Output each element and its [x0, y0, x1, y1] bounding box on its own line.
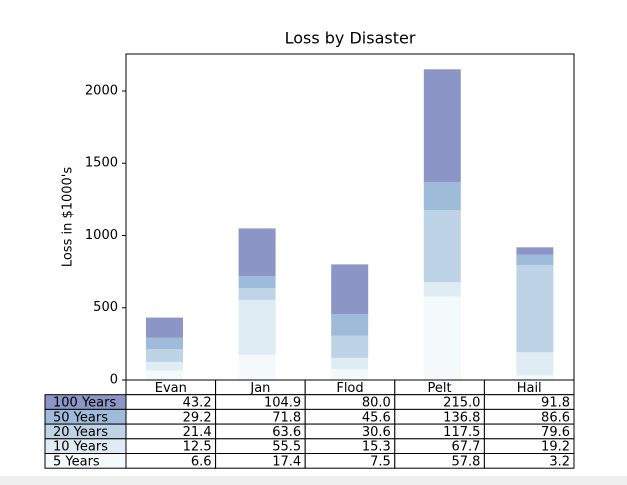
- y-tick-label: 500: [93, 300, 118, 315]
- chart-title: Loss by Disaster: [285, 29, 416, 48]
- table-row-label: 20 Years: [53, 425, 108, 440]
- bar-segment: [516, 352, 554, 376]
- table-cell-text: 63.6: [272, 425, 301, 440]
- table-cell-text: 91.8: [541, 396, 570, 411]
- bar-segment: [238, 288, 276, 300]
- bar-segment: [331, 357, 369, 370]
- table-cell-text: 55.5: [272, 440, 301, 455]
- table-header: Evan: [155, 381, 187, 396]
- table-row-label: 10 Years: [53, 440, 108, 455]
- table-cell-text: 104.9: [264, 396, 301, 411]
- y-tick-label: 1500: [85, 156, 118, 171]
- bar-segment: [331, 264, 369, 315]
- bar-segment: [423, 210, 461, 283]
- table-cell-text: 45.6: [362, 410, 391, 425]
- table-cell-text: 86.6: [541, 410, 570, 425]
- y-tick-label: 2000: [85, 83, 118, 98]
- table-cell-text: 21.4: [183, 425, 212, 440]
- bar-segment: [516, 254, 554, 265]
- table-cell-text: 17.4: [272, 454, 301, 469]
- bar-segment: [331, 314, 369, 336]
- bar-segment: [238, 228, 276, 277]
- y-tick-label: 1000: [85, 228, 118, 243]
- table-header: Pelt: [428, 381, 452, 396]
- bar-segment: [238, 354, 276, 380]
- bar-segment: [423, 69, 461, 183]
- y-axis-label: Loss in $1000's: [61, 167, 76, 268]
- table-cell-text: 29.2: [183, 410, 212, 425]
- table-cell-text: 30.6: [362, 425, 391, 440]
- table-cell: [483, 453, 575, 469]
- bar-segment: [423, 182, 461, 211]
- table-cell-text: 7.5: [370, 454, 391, 469]
- bar-segment: [145, 370, 183, 380]
- bar-segment: [145, 349, 183, 362]
- bar-segment: [516, 375, 554, 380]
- table-row-label: 100 Years: [53, 396, 116, 411]
- table-cell-text: 117.5: [443, 425, 480, 440]
- table-cell-text: 15.3: [362, 440, 391, 455]
- bar-segment: [423, 296, 461, 380]
- table-header: Hail: [517, 381, 542, 396]
- table-cell-text: 57.8: [451, 454, 480, 469]
- bar-segment: [423, 282, 461, 297]
- table-cell-text: 215.0: [443, 396, 480, 411]
- table-cell-text: 71.8: [272, 410, 301, 425]
- bar-segment: [516, 247, 554, 255]
- table-cell-text: 12.5: [183, 440, 212, 455]
- bar-segment: [238, 299, 276, 355]
- table-cell-text: 136.8: [443, 410, 480, 425]
- bar-segment: [238, 276, 276, 289]
- table-row-label: 5 Years: [53, 454, 100, 469]
- bar-segment: [331, 369, 369, 380]
- table-cell-text: 79.6: [541, 425, 570, 440]
- table-cell-text: 6.6: [191, 454, 212, 469]
- y-tick-label: 0: [110, 373, 118, 388]
- bar-segment: [145, 337, 183, 350]
- bar-segment: [145, 361, 183, 371]
- table-cell-text: 80.0: [362, 396, 391, 411]
- bar-segment: [516, 264, 554, 353]
- table-header: Flod: [336, 381, 363, 396]
- bar-segment: [145, 317, 183, 338]
- table-cell-text: 3.2: [549, 454, 570, 469]
- table-header: Jan: [249, 381, 270, 396]
- table-cell-text: 19.2: [541, 440, 570, 455]
- table-row-label: 50 Years: [53, 410, 108, 425]
- table-cell-text: 43.2: [183, 396, 212, 411]
- table-cell-text: 67.7: [451, 440, 480, 455]
- toolbar: [0, 476, 627, 485]
- bar-segment: [331, 335, 369, 358]
